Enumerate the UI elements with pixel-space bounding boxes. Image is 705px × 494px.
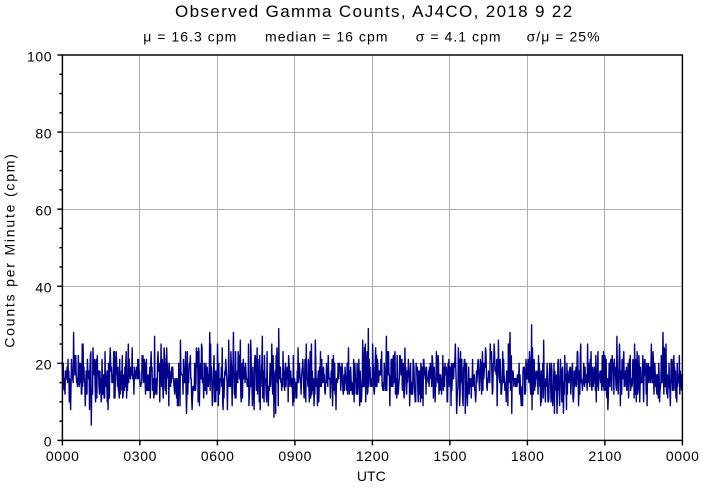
svg-text:Counts per Minute (cpm): Counts per Minute (cpm)	[2, 152, 18, 347]
svg-text:2100: 2100	[588, 448, 622, 464]
svg-text:0600: 0600	[201, 448, 235, 464]
svg-text:UTC: UTC	[357, 468, 386, 484]
svg-text:median = 16 cpm: median = 16 cpm	[265, 29, 389, 45]
svg-text:1800: 1800	[511, 448, 545, 464]
svg-text:Observed Gamma Counts, AJ4CO,: Observed Gamma Counts, AJ4CO, 2018 9 22	[175, 2, 574, 21]
svg-text:60: 60	[35, 202, 52, 218]
svg-text:0900: 0900	[278, 448, 312, 464]
svg-text:0300: 0300	[123, 448, 157, 464]
svg-text:1500: 1500	[433, 448, 467, 464]
svg-text:σ/μ = 25%: σ/μ = 25%	[527, 29, 601, 45]
svg-text:0000: 0000	[666, 448, 700, 464]
svg-text:40: 40	[35, 280, 52, 296]
svg-text:100: 100	[27, 48, 52, 64]
svg-text:80: 80	[35, 125, 52, 141]
svg-text:20: 20	[35, 357, 52, 373]
svg-text:σ = 4.1 cpm: σ = 4.1 cpm	[416, 29, 502, 45]
svg-text:0000: 0000	[46, 448, 80, 464]
svg-text:0: 0	[44, 434, 52, 450]
svg-text:μ = 16.3 cpm: μ = 16.3 cpm	[143, 29, 237, 45]
svg-text:1200: 1200	[356, 448, 390, 464]
